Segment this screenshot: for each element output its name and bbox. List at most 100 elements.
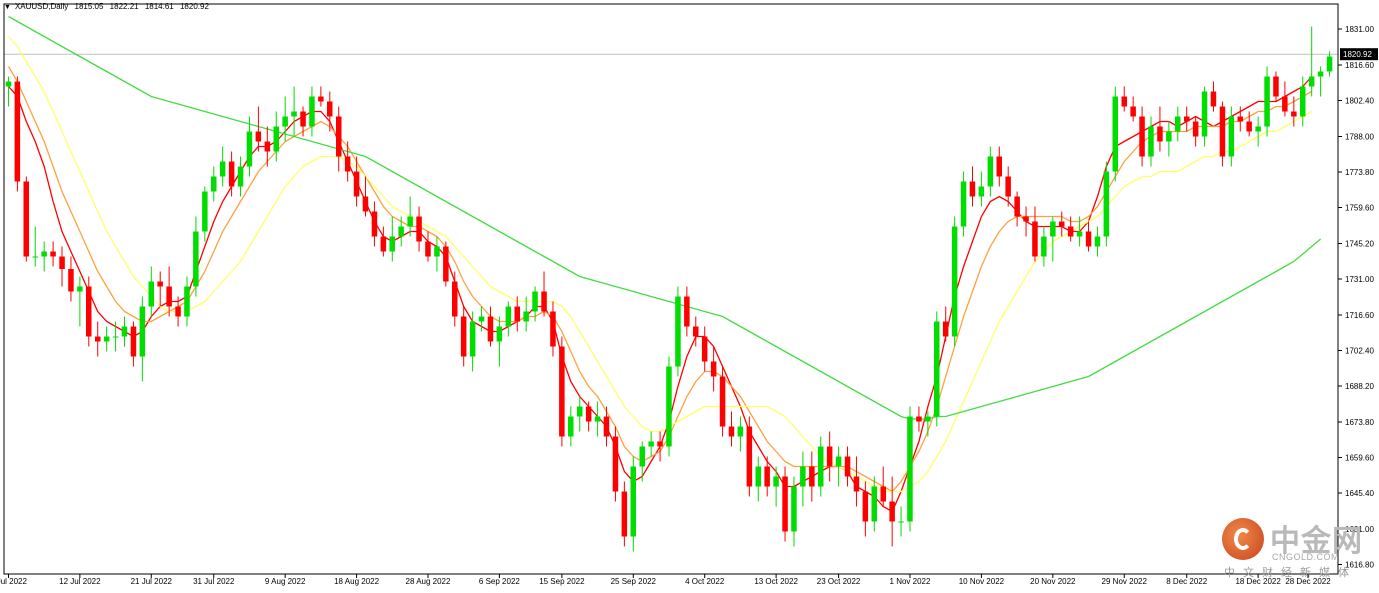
candle-body	[237, 166, 244, 187]
moving-average-line-3	[8, 15, 1322, 420]
candles-layer	[5, 26, 1333, 552]
candle-body	[14, 81, 21, 182]
candle-body	[675, 296, 681, 367]
candle-body	[1273, 76, 1279, 97]
x-tick-label: 28 Aug 2022	[406, 577, 451, 586]
triangle-down-icon[interactable]: ▼	[4, 4, 11, 11]
candle-body	[719, 376, 726, 427]
y-tick-label: 1631.00	[1345, 525, 1374, 534]
candle-body	[1282, 96, 1288, 112]
candle-body	[282, 116, 288, 127]
candle-body	[487, 316, 494, 342]
candle-body	[835, 456, 842, 467]
candle-body	[871, 486, 877, 522]
x-tick-label: 31 Jul 2022	[193, 577, 235, 586]
candle-body	[1326, 56, 1333, 72]
x-tick-label: 18 Aug 2022	[334, 577, 379, 586]
candle-body	[139, 306, 146, 357]
candle-body	[407, 216, 413, 227]
candle-body	[978, 186, 985, 197]
candle-body	[1085, 231, 1092, 247]
candle-body	[1219, 106, 1226, 157]
candle-body	[86, 286, 92, 337]
x-tick-label: 9 Aug 2022	[265, 577, 306, 586]
candle-body	[416, 216, 422, 242]
candle-body	[1050, 221, 1056, 237]
chart-header: ▼ XAUUSD,Daily 1815.05 1822.21 1814.61 18…	[4, 2, 213, 11]
candle-body	[264, 141, 271, 152]
y-tick-label: 1673.80	[1345, 418, 1374, 427]
candle-body	[505, 306, 512, 327]
candle-body	[1032, 221, 1038, 257]
candle-body	[1041, 236, 1047, 257]
x-tick-label: 3 Jul 2022	[0, 577, 27, 586]
candle-body	[764, 466, 770, 487]
candle-body	[577, 406, 583, 417]
candle-body	[844, 456, 851, 477]
watermark: 中金网 CNGOLD.COM 中文财经新媒体	[1220, 514, 1379, 588]
candle-body	[1264, 76, 1270, 127]
x-tick-label: 13 Oct 2022	[754, 577, 798, 586]
y-tick-label: 1688.20	[1345, 382, 1374, 391]
candle-body	[514, 306, 520, 322]
candle-body	[942, 321, 949, 337]
candle-body	[175, 306, 181, 317]
candle-body	[1067, 226, 1074, 237]
candle-body	[193, 231, 199, 287]
x-tick-label: 4 Oct 2022	[685, 577, 725, 586]
candle-body	[925, 416, 931, 422]
candle-body	[291, 111, 297, 117]
x-tick-label: 29 Nov 2022	[1102, 577, 1148, 586]
candle-body	[452, 281, 458, 317]
candle-body	[398, 226, 404, 237]
candle-body	[987, 156, 994, 187]
candle-body	[211, 176, 217, 192]
candle-body	[300, 111, 306, 127]
candle-body	[559, 346, 565, 437]
candle-body	[1103, 171, 1110, 237]
candle-body	[157, 281, 163, 287]
x-tick-label: 25 Sep 2022	[611, 577, 657, 586]
candle-body	[541, 291, 547, 312]
candle-body	[809, 466, 815, 487]
candle-body	[523, 311, 529, 322]
plot-frame	[3, 3, 1339, 575]
candle-body	[630, 466, 636, 537]
candle-body	[1184, 116, 1190, 122]
high-value: 1822.21	[109, 2, 139, 11]
open-value: 1815.05	[74, 2, 104, 11]
candle-body	[916, 416, 922, 422]
candle-body	[1255, 126, 1261, 132]
candle-body	[880, 486, 886, 502]
x-tick-label: 12 Jul 2022	[59, 577, 101, 586]
candle-body	[389, 236, 395, 252]
candle-body	[951, 226, 958, 337]
candle-body	[907, 416, 913, 522]
candle-body	[693, 326, 699, 337]
candle-body	[478, 316, 485, 322]
candle-body	[1139, 116, 1145, 157]
x-tick-label: 15 Sep 2022	[539, 577, 585, 586]
candle-body	[791, 486, 797, 532]
candle-body	[255, 131, 262, 142]
y-tick-label: 1816.60	[1345, 61, 1374, 70]
candle-body	[496, 326, 503, 342]
candle-body	[1112, 96, 1118, 172]
candle-body	[50, 251, 56, 257]
candle-body	[585, 406, 592, 422]
candle-body	[728, 426, 735, 437]
candle-body	[309, 96, 315, 127]
x-tick-label: 8 Dec 2022	[1166, 577, 1207, 586]
candle-body	[327, 101, 333, 117]
y-tick-label: 1716.60	[1345, 311, 1374, 320]
candle-body	[434, 246, 440, 257]
candle-body	[568, 416, 574, 437]
current-price-label: 1820.92	[1343, 50, 1372, 59]
candle-body	[755, 466, 761, 487]
candle-body	[460, 316, 467, 357]
candle-body	[1023, 216, 1029, 222]
candle-body	[898, 521, 904, 523]
candle-body	[800, 466, 806, 487]
